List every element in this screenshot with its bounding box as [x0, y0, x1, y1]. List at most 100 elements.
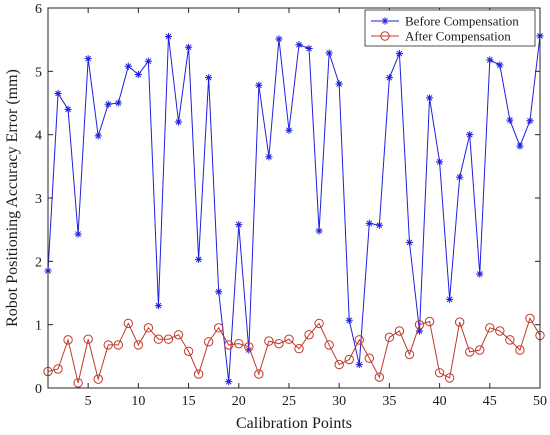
data-point	[525, 313, 535, 324]
data-point	[103, 340, 113, 350]
data-point	[93, 374, 103, 384]
data-point	[384, 332, 395, 343]
data-point	[385, 74, 393, 82]
data-point	[415, 327, 424, 335]
data-point	[364, 353, 375, 363]
data-point	[515, 345, 525, 355]
legend-label: Before Compensation	[405, 14, 519, 29]
x-tick-label: 10	[131, 394, 145, 409]
data-point	[414, 319, 425, 330]
data-point	[274, 338, 284, 349]
data-point	[244, 342, 254, 352]
data-point	[245, 346, 253, 354]
data-point	[144, 57, 153, 65]
data-point	[475, 345, 485, 355]
data-point	[446, 295, 454, 303]
data-point	[315, 227, 323, 235]
data-point	[344, 354, 354, 365]
y-tick-label: 0	[35, 382, 42, 397]
data-point	[314, 318, 324, 329]
y-tick-label: 3	[35, 192, 42, 207]
data-point	[454, 317, 465, 327]
data-point	[324, 340, 334, 350]
data-point	[444, 373, 455, 383]
data-point	[496, 61, 504, 69]
x-tick-label: 25	[282, 394, 296, 409]
data-point	[526, 117, 534, 125]
y-tick-label: 2	[35, 255, 42, 270]
data-point	[164, 32, 173, 41]
x-tick-label: 30	[332, 394, 346, 409]
data-point	[456, 173, 464, 181]
legend-label: After Compensation	[405, 29, 511, 44]
data-point	[285, 126, 293, 134]
data-point	[425, 94, 434, 102]
data-point	[113, 340, 123, 350]
y-tick-label: 6	[35, 2, 42, 17]
data-point	[304, 330, 314, 340]
data-point	[163, 334, 174, 344]
data-point	[213, 323, 224, 333]
x-tick-label: 5	[85, 394, 92, 409]
data-point	[505, 335, 515, 345]
data-point	[254, 369, 264, 379]
data-point	[153, 334, 164, 344]
data-point	[374, 372, 385, 382]
data-point	[255, 81, 263, 89]
data-point	[173, 330, 184, 340]
legend-marker	[381, 17, 389, 25]
series-before-compensation	[44, 32, 544, 386]
data-point	[405, 238, 414, 246]
data-point	[476, 270, 484, 278]
data-point	[235, 221, 243, 229]
series-line	[47, 35, 541, 382]
legend-box	[364, 9, 536, 47]
data-point	[284, 334, 294, 344]
data-point	[275, 35, 283, 43]
data-point	[94, 132, 102, 140]
data-point	[465, 347, 475, 357]
data-point	[203, 337, 214, 347]
x-tick-label: 35	[382, 394, 396, 409]
data-point	[466, 131, 474, 139]
data-point	[495, 326, 505, 336]
x-tick-label: 40	[433, 394, 447, 409]
data-point	[506, 116, 514, 124]
data-point	[516, 142, 524, 150]
data-point	[355, 360, 363, 369]
data-point	[184, 43, 193, 51]
data-point	[395, 50, 404, 58]
y-axis-label: Robot Positioning Accuracy Error (mm)	[4, 69, 21, 327]
data-point	[193, 369, 204, 379]
data-point	[74, 230, 82, 238]
axes-frame	[47, 7, 541, 389]
x-tick-label: 20	[232, 394, 246, 409]
x-tick-label: 45	[483, 394, 497, 409]
data-point	[234, 338, 244, 349]
data-point	[485, 323, 495, 333]
legend-marker	[380, 31, 390, 41]
x-tick-label: 15	[182, 394, 196, 409]
data-point	[73, 378, 83, 388]
data-point	[205, 74, 213, 82]
data-point	[345, 316, 353, 324]
data-point	[154, 302, 163, 310]
y-tick-label: 4	[35, 129, 42, 144]
data-point	[134, 70, 142, 79]
data-point	[375, 221, 383, 229]
data-point	[133, 340, 144, 350]
data-point	[63, 335, 73, 345]
data-point	[83, 334, 93, 344]
data-point	[174, 118, 183, 126]
data-point	[325, 49, 333, 57]
data-point	[365, 219, 373, 227]
data-point	[265, 153, 273, 161]
data-point	[435, 158, 444, 166]
data-point	[123, 318, 134, 329]
data-point	[264, 336, 274, 346]
x-axis-label: Calibration Points	[236, 415, 352, 432]
data-point	[54, 89, 62, 98]
data-point	[404, 349, 415, 360]
